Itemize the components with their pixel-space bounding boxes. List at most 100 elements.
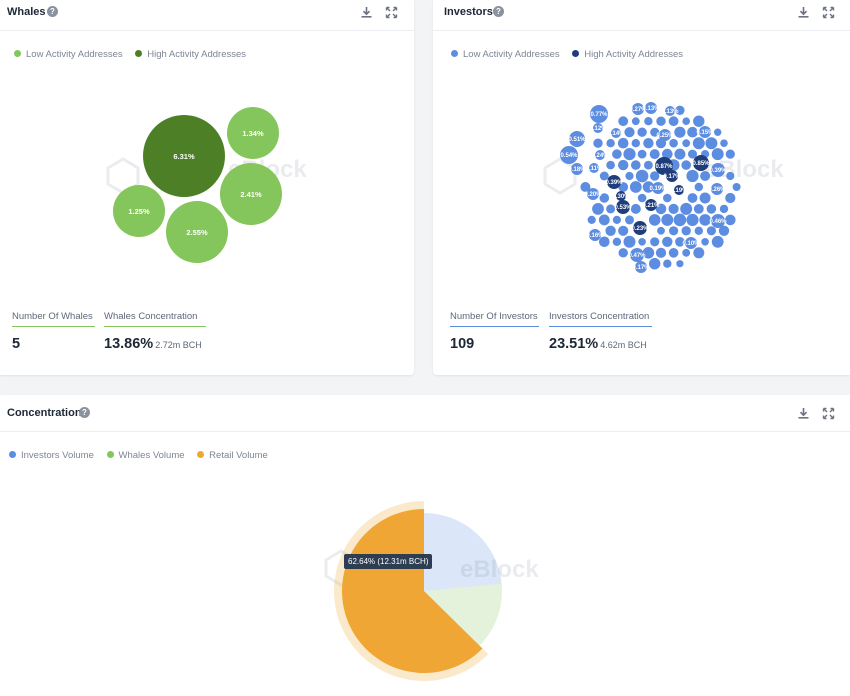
investor-bubble[interactable] bbox=[629, 181, 642, 193]
investor-bubble[interactable] bbox=[718, 225, 730, 236]
investor-bubble-low[interactable]: 0.25% bbox=[656, 129, 674, 141]
investor-bubble[interactable] bbox=[644, 160, 653, 170]
investor-bubble[interactable] bbox=[598, 214, 610, 226]
investor-bubble[interactable] bbox=[637, 127, 647, 137]
investor-bubble[interactable] bbox=[694, 226, 703, 235]
pie-slice-investors-volume[interactable] bbox=[424, 513, 502, 591]
investor-bubble[interactable] bbox=[686, 213, 699, 226]
investor-bubble[interactable] bbox=[706, 204, 717, 214]
investor-bubble[interactable] bbox=[617, 137, 629, 149]
investor-bubble-low[interactable]: 0.10% bbox=[682, 237, 700, 249]
investor-bubble[interactable] bbox=[675, 237, 685, 247]
investor-bubble[interactable] bbox=[650, 237, 660, 247]
legend-item-whales[interactable]: Whales Volume bbox=[106, 450, 185, 461]
investor-bubble[interactable] bbox=[682, 248, 691, 257]
investor-bubble-low[interactable]: 0.19% bbox=[649, 182, 667, 194]
investor-bubble[interactable] bbox=[693, 204, 704, 214]
investor-bubble[interactable] bbox=[680, 202, 693, 215]
investor-bubble[interactable] bbox=[700, 171, 711, 181]
investor-bubble-high[interactable]: 0.87% bbox=[655, 157, 673, 175]
investor-bubble[interactable] bbox=[625, 171, 634, 181]
investor-bubble[interactable] bbox=[612, 237, 622, 246]
investor-bubble-low[interactable]: 0.17% bbox=[632, 261, 650, 273]
investor-bubble[interactable] bbox=[662, 236, 673, 247]
investor-bubble[interactable] bbox=[705, 137, 718, 150]
investor-bubble[interactable] bbox=[631, 139, 640, 148]
investor-bubble[interactable] bbox=[719, 204, 729, 214]
investor-bubble[interactable] bbox=[625, 215, 634, 225]
investor-bubble[interactable] bbox=[618, 225, 629, 236]
investor-bubble[interactable] bbox=[650, 171, 660, 181]
investor-bubble[interactable] bbox=[618, 182, 629, 192]
legend-item-investors[interactable]: Investors Volume bbox=[9, 450, 94, 461]
investor-bubble-low[interactable]: 0.26% bbox=[708, 183, 726, 195]
investor-bubble-low[interactable]: 0.11% bbox=[586, 163, 603, 173]
investor-bubble[interactable] bbox=[599, 171, 609, 181]
investor-bubble-low[interactable]: 0.16% bbox=[586, 229, 604, 241]
investor-bubble[interactable] bbox=[656, 116, 666, 126]
investor-bubble-high[interactable]: 0.21% bbox=[642, 199, 660, 211]
investor-bubble[interactable] bbox=[657, 226, 665, 235]
investor-bubble[interactable] bbox=[635, 169, 649, 183]
investor-bubble[interactable] bbox=[688, 149, 697, 159]
investor-bubble[interactable] bbox=[599, 193, 610, 203]
investor-bubble-low[interactable]: 0.24% bbox=[591, 150, 609, 160]
investor-bubble[interactable] bbox=[676, 260, 684, 268]
investor-bubble[interactable] bbox=[699, 214, 711, 226]
investor-bubble[interactable] bbox=[687, 126, 698, 138]
investor-bubble[interactable] bbox=[642, 181, 655, 193]
whale-bubble-low[interactable]: 1.34% bbox=[227, 107, 279, 159]
legend-item-high-activity[interactable]: High Activity Addresses bbox=[572, 49, 683, 60]
investor-bubble-high[interactable]: 0.30% bbox=[612, 191, 630, 201]
investor-bubble[interactable] bbox=[714, 128, 722, 136]
investor-bubble[interactable] bbox=[674, 126, 686, 138]
investor-bubble[interactable] bbox=[701, 238, 709, 246]
whale-bubble-low[interactable]: 1.25% bbox=[113, 185, 165, 237]
investor-bubble[interactable] bbox=[693, 247, 705, 259]
investor-bubble[interactable] bbox=[631, 160, 641, 170]
investor-bubble[interactable] bbox=[681, 160, 691, 170]
investor-bubble[interactable] bbox=[630, 203, 641, 214]
investor-bubble-high[interactable]: 0.23% bbox=[631, 221, 649, 235]
expand-icon[interactable] bbox=[385, 6, 398, 19]
legend-item-high-activity[interactable]: High Activity Addresses bbox=[135, 49, 246, 60]
investor-bubble[interactable] bbox=[725, 192, 736, 204]
investor-bubble[interactable] bbox=[673, 213, 687, 227]
investor-bubble[interactable] bbox=[643, 138, 654, 149]
download-icon[interactable] bbox=[797, 6, 810, 19]
investor-bubble[interactable] bbox=[692, 137, 705, 150]
investor-bubble[interactable] bbox=[655, 203, 667, 215]
expand-icon[interactable] bbox=[822, 6, 835, 19]
investor-bubble[interactable] bbox=[618, 116, 629, 127]
investor-bubble[interactable] bbox=[682, 117, 690, 125]
investor-bubble[interactable] bbox=[681, 226, 691, 236]
help-icon[interactable]: ? bbox=[493, 6, 504, 17]
legend-item-retail[interactable]: Retail Volume bbox=[197, 450, 268, 461]
investor-bubble-low[interactable]: 0.39% bbox=[709, 163, 727, 177]
investor-bubble[interactable] bbox=[661, 213, 674, 226]
investor-bubble[interactable] bbox=[637, 149, 647, 159]
investor-bubble-high[interactable]: 0.17% bbox=[663, 170, 681, 182]
investor-bubble[interactable] bbox=[637, 193, 647, 203]
investor-bubble[interactable] bbox=[648, 214, 661, 226]
investor-bubble[interactable] bbox=[593, 138, 603, 148]
download-icon[interactable] bbox=[360, 6, 373, 19]
pie-slice-whales-volume[interactable] bbox=[424, 583, 503, 646]
investor-bubble[interactable] bbox=[618, 248, 628, 258]
investor-bubble[interactable] bbox=[732, 183, 741, 191]
investor-bubble[interactable] bbox=[592, 203, 604, 215]
investor-bubble[interactable] bbox=[650, 127, 660, 137]
investor-bubble-high[interactable]: 0.19% bbox=[670, 185, 688, 195]
investor-bubble[interactable] bbox=[623, 235, 636, 248]
investor-bubble[interactable] bbox=[662, 148, 673, 160]
investor-bubble-high[interactable]: 0.39% bbox=[605, 175, 623, 189]
investor-bubble-low[interactable]: 0.47% bbox=[628, 248, 646, 262]
investor-bubble[interactable] bbox=[682, 139, 691, 148]
help-icon[interactable]: ? bbox=[47, 6, 58, 17]
investor-bubble[interactable] bbox=[725, 149, 735, 159]
pie-slice-retail-volume[interactable] bbox=[341, 509, 483, 673]
investor-bubble-low[interactable]: 0.14% bbox=[607, 128, 625, 138]
investor-bubble[interactable] bbox=[649, 258, 661, 270]
investor-bubble[interactable] bbox=[668, 203, 679, 214]
investor-bubble[interactable] bbox=[711, 148, 724, 161]
